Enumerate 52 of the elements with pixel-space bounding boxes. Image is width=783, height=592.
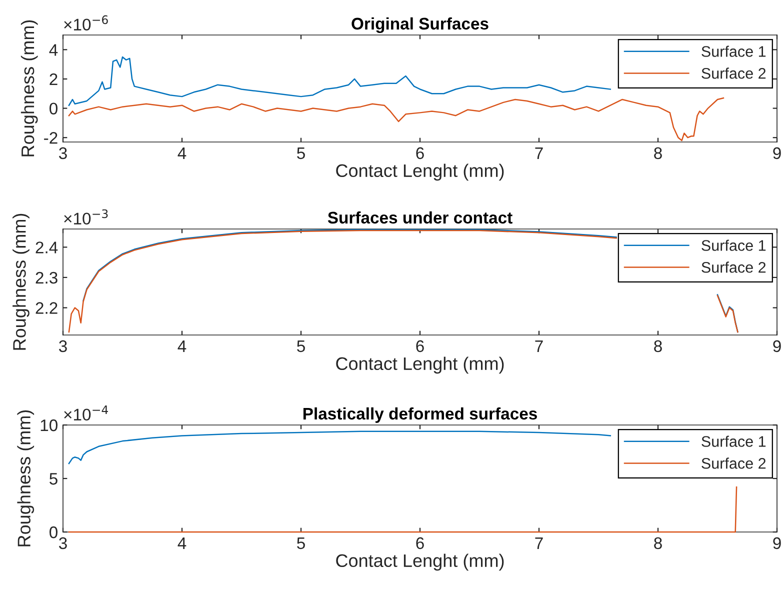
y-axis-title: Roughness (mm) bbox=[17, 410, 34, 546]
x-tick-label: 6 bbox=[416, 537, 424, 550]
line-series bbox=[68, 430, 612, 464]
y-axis-title: Roughness (mm) bbox=[20, 20, 38, 156]
chart-title: Original Surfaces bbox=[352, 17, 488, 33]
x-tick-label: 8 bbox=[654, 340, 662, 352]
x-tick-label: 9 bbox=[773, 340, 781, 352]
x-tick-label: 9 bbox=[773, 147, 781, 160]
legend-label: Surface 1 bbox=[702, 436, 766, 447]
y-tick-label: 4 bbox=[49, 44, 58, 56]
x-axis-title: Contact Lenght (mm) bbox=[336, 554, 504, 571]
x-tick-label: 4 bbox=[178, 537, 186, 549]
y-axis-title: Roughness (mm) bbox=[12, 214, 30, 350]
legend-label: Surface 2 bbox=[702, 68, 766, 79]
legend-label: Surface 2 bbox=[702, 262, 766, 273]
chart-title: Plastically deformed surfaces bbox=[303, 407, 537, 423]
legend-label: Surface 2 bbox=[702, 458, 766, 469]
y-tick-label: 2.3 bbox=[36, 272, 58, 284]
x-axis-title: Contact Lenght (mm) bbox=[336, 356, 504, 374]
x-tick-label: 5 bbox=[297, 340, 305, 352]
line-series bbox=[68, 56, 612, 106]
y-tick-label: 0 bbox=[50, 526, 58, 538]
x-tick-label: 7 bbox=[535, 537, 543, 549]
legend-label: Surface 1 bbox=[702, 240, 766, 251]
text: ×10$^{−3}$ bbox=[64, 209, 108, 225]
legend-label: Surface 1 bbox=[702, 46, 766, 57]
y-tick-label: 2.2 bbox=[36, 302, 58, 314]
x-tick-label: 7 bbox=[535, 340, 543, 352]
x-tick-label: 3 bbox=[59, 537, 67, 550]
x-tick-label: 8 bbox=[654, 147, 662, 160]
x-tick-label: 6 bbox=[416, 147, 424, 160]
x-tick-label: 3 bbox=[59, 340, 67, 352]
x-tick-label: 7 bbox=[535, 147, 543, 159]
line-series bbox=[68, 97, 724, 142]
x-tick-label: 9 bbox=[773, 537, 781, 550]
y-tick-label: -2 bbox=[44, 132, 58, 144]
x-tick-label: 3 bbox=[59, 147, 67, 160]
text: ×10$^{−6}$ bbox=[64, 15, 108, 31]
x-tick-label: 5 bbox=[297, 147, 305, 160]
x-tick-label: 5 bbox=[297, 537, 305, 550]
y-tick-label: 5 bbox=[50, 473, 58, 485]
x-tick-label: 4 bbox=[178, 147, 186, 159]
text: ×10$^{−4}$ bbox=[64, 405, 108, 421]
y-tick-label: 2 bbox=[50, 73, 58, 86]
chart-title: Surfaces under contact bbox=[328, 211, 512, 224]
x-axis-title: Contact Lenght (mm) bbox=[336, 164, 504, 181]
y-tick-label: 10 bbox=[40, 419, 58, 432]
y-tick-label: 0 bbox=[50, 102, 58, 114]
y-tick-label: 2.4 bbox=[36, 242, 58, 254]
x-tick-label: 4 bbox=[178, 340, 186, 352]
x-tick-label: 8 bbox=[654, 537, 662, 550]
x-tick-label: 6 bbox=[416, 340, 424, 352]
